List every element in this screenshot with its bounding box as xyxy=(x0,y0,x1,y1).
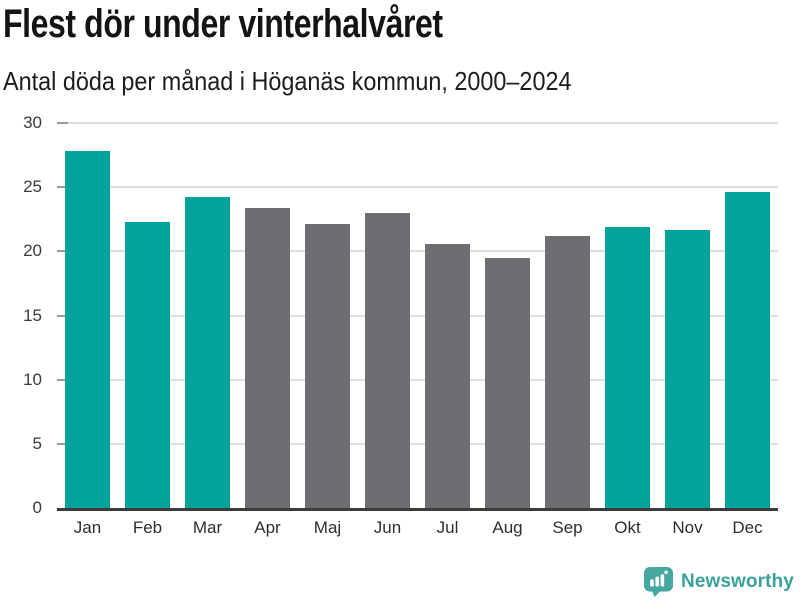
x-tick-label-jul: Jul xyxy=(436,518,459,537)
plot-area xyxy=(57,122,778,511)
y-tick-label-20: 20 xyxy=(23,241,42,261)
bar-sep xyxy=(545,235,590,508)
y-tick-label-0: 0 xyxy=(32,498,42,517)
chart-subtitle: Antal döda per månad i Höganäs kommun, 2… xyxy=(3,66,572,96)
x-tick-label-maj: Maj xyxy=(313,518,342,537)
y-axis-labels: 0 5 10 15 20 25 30 xyxy=(0,113,44,517)
gridline-5 xyxy=(57,442,778,445)
bar-maj xyxy=(305,224,350,508)
x-tick-label-jun: Jun xyxy=(373,518,402,537)
gridline-15 xyxy=(57,314,778,317)
gridline-25 xyxy=(57,186,778,189)
x-tick-label-dec: Dec xyxy=(732,518,763,537)
brand-footer: Newsworthy xyxy=(643,566,794,597)
bar-jun xyxy=(365,212,410,508)
x-axis-line xyxy=(57,508,778,511)
bar-series xyxy=(57,123,778,508)
y-tick-label-5: 5 xyxy=(32,433,42,453)
bar-okt xyxy=(605,226,650,508)
x-tick-label-aug: Aug xyxy=(492,518,523,537)
y-tick-label-30: 30 xyxy=(23,113,42,132)
x-tick-label-feb: Feb xyxy=(132,518,163,537)
chart-title: Flest dör under vinterhalvåret xyxy=(3,2,443,46)
x-tick-label-okt: Okt xyxy=(614,518,641,537)
gridline-20 xyxy=(57,250,778,253)
x-tick-label-jan: Jan xyxy=(73,518,102,537)
bar-nov xyxy=(665,229,710,508)
gridline-10 xyxy=(57,378,778,381)
bar-mar xyxy=(185,197,230,508)
newsworthy-logo-icon xyxy=(644,567,673,597)
bar-aug xyxy=(485,257,530,508)
bar-dec xyxy=(725,192,770,508)
brand-name: Newsworthy xyxy=(681,571,794,592)
y-tick-label-15: 15 xyxy=(23,305,42,325)
x-tick-label-nov: Nov xyxy=(672,518,703,537)
bar-jan xyxy=(65,151,110,508)
x-tick-label-apr: Apr xyxy=(254,518,281,537)
x-tick-label-mar: Mar xyxy=(192,518,223,537)
bar-feb xyxy=(125,221,170,508)
gridline-30 xyxy=(57,122,778,124)
x-tick-label-sep: Sep xyxy=(552,518,583,537)
bar-apr xyxy=(245,207,290,508)
y-tick-label-10: 10 xyxy=(23,369,42,389)
x-axis-labels: Jan Feb Mar Apr Maj Jun Jul Aug Sep Okt Nov Dec xyxy=(57,517,778,539)
bar-jul xyxy=(425,243,470,508)
y-tick-label-25: 25 xyxy=(23,177,42,197)
